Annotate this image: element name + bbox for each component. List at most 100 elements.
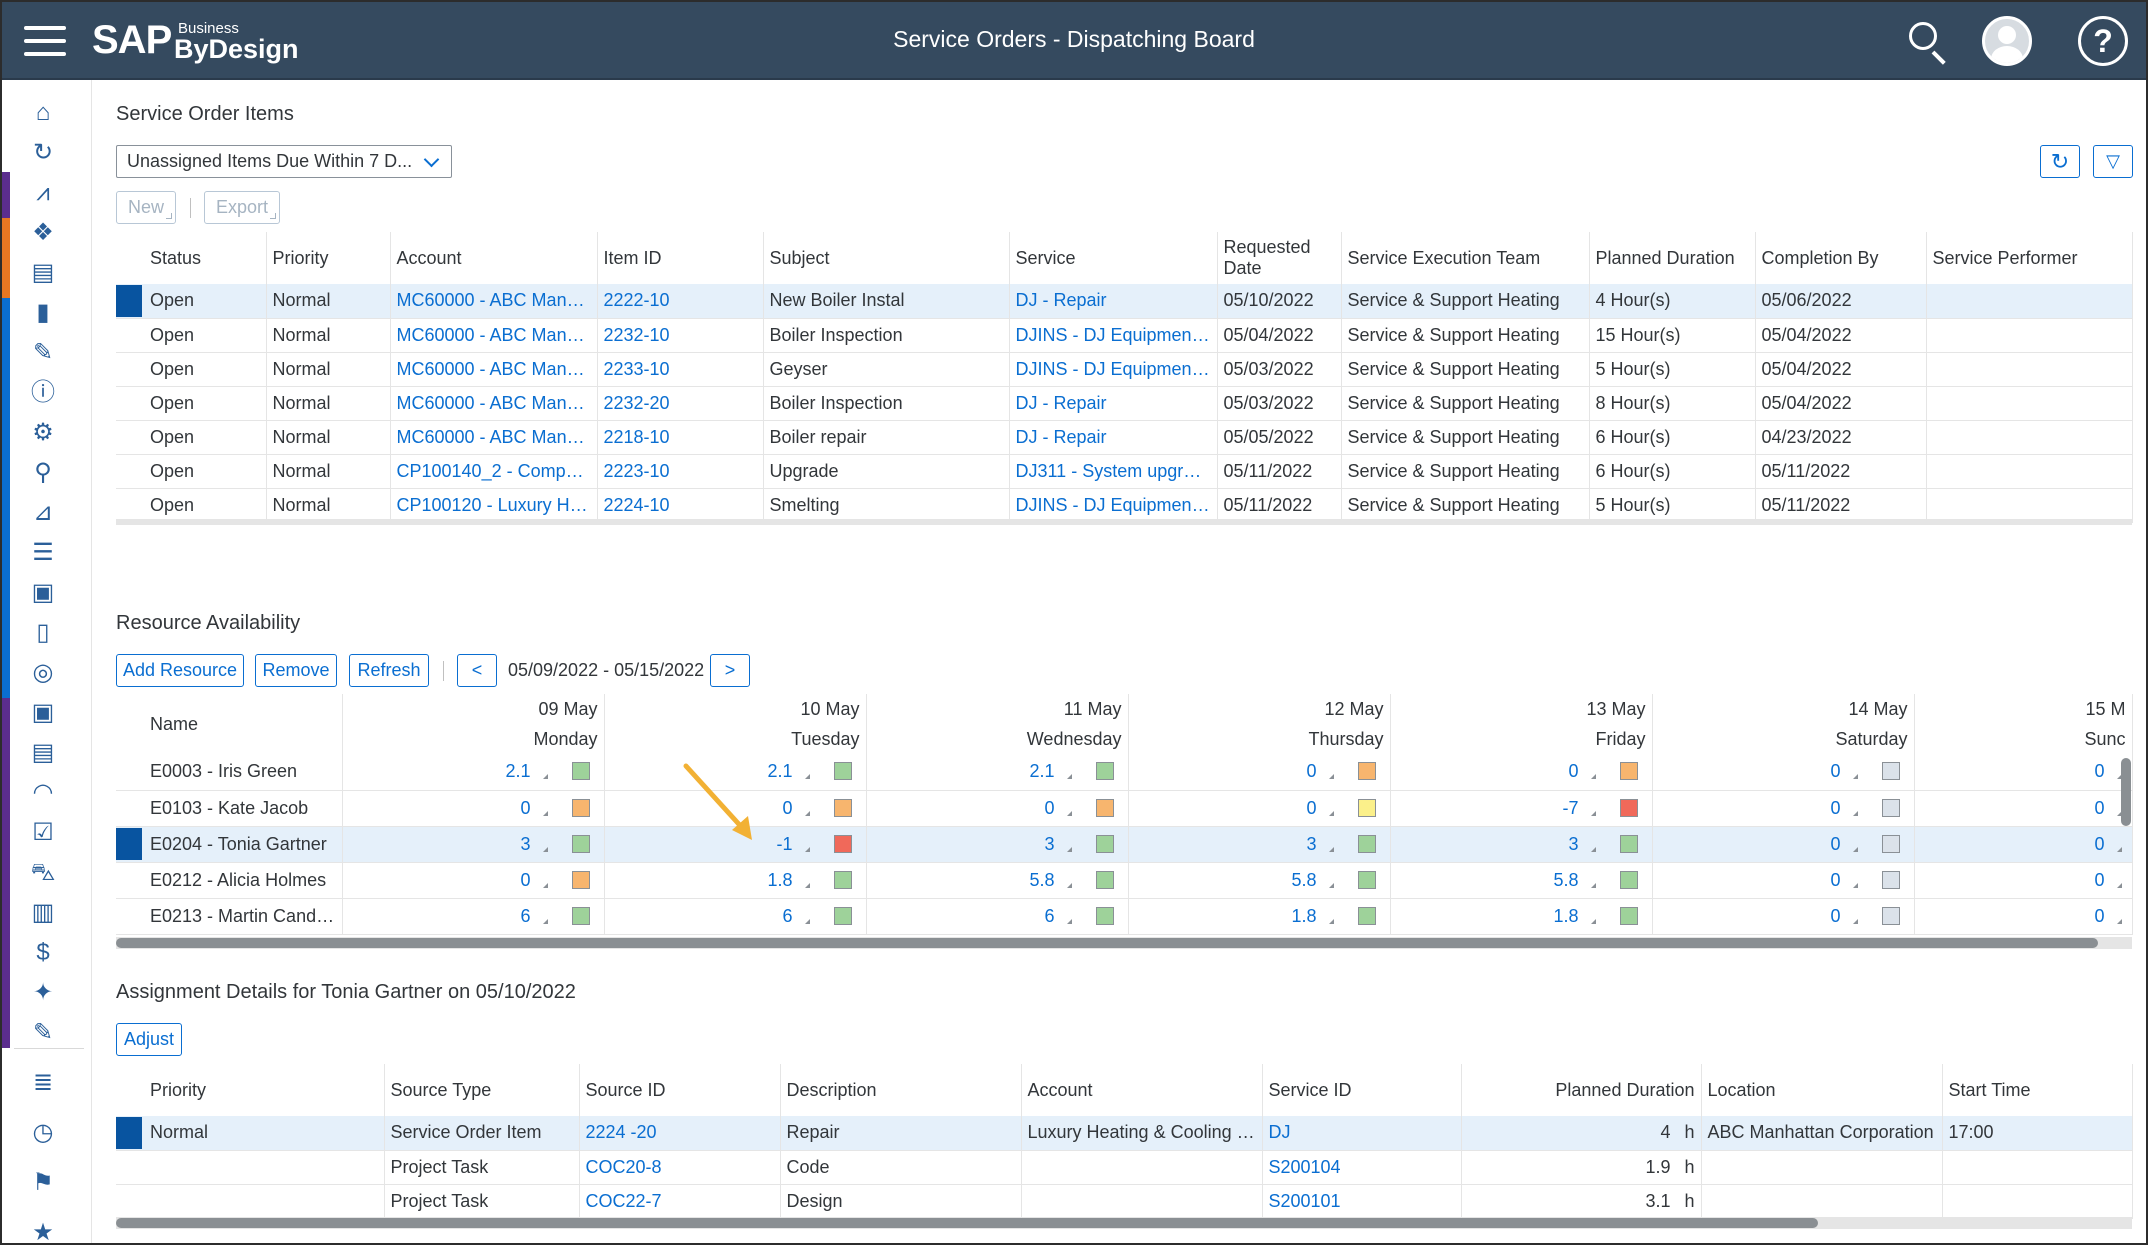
column-header[interactable]: Priority xyxy=(266,232,391,284)
availability-cell[interactable]: 0 xyxy=(1128,790,1391,827)
availability-value[interactable]: 0 xyxy=(1830,869,1841,890)
filter-icon[interactable]: ▽ xyxy=(2093,145,2133,178)
column-header[interactable]: Account xyxy=(390,232,598,284)
availability-value[interactable]: 0 xyxy=(1830,833,1841,854)
megaphone-icon[interactable]: ⊿ xyxy=(32,499,54,526)
value-help-icon[interactable] xyxy=(542,810,548,816)
value-help-icon[interactable] xyxy=(1328,774,1334,780)
row-selector[interactable] xyxy=(116,790,144,827)
availability-value[interactable]: 0 xyxy=(2094,761,2105,782)
value-help-icon[interactable] xyxy=(1328,882,1334,888)
value-help-icon[interactable] xyxy=(1852,882,1858,888)
availability-value[interactable]: 0 xyxy=(2094,797,2105,818)
clipboard-icon[interactable]: ▤ xyxy=(31,739,55,766)
cell-service[interactable]: DJ - Repair xyxy=(1009,284,1218,319)
cell-account[interactable]: CP100120 - Luxury He... xyxy=(390,488,598,523)
cell-service-id[interactable]: S200104 xyxy=(1262,1150,1462,1185)
availability-value[interactable]: 0 xyxy=(2094,869,2105,890)
cell-item-id[interactable]: 2222-10 xyxy=(597,284,764,319)
table-row[interactable]: Open Normal CP100140_2 - Comput... 2223-10 U… xyxy=(116,454,2133,489)
cell-service[interactable]: DJ - Repair xyxy=(1009,386,1218,421)
availability-value[interactable]: 5.8 xyxy=(1553,869,1579,890)
flag-icon[interactable]: ⚑ xyxy=(32,1169,54,1196)
value-help-icon[interactable] xyxy=(1590,774,1596,780)
availability-value[interactable]: -7 xyxy=(1562,797,1579,818)
cell-source-id[interactable]: COC20-8 xyxy=(579,1150,781,1185)
availability-cell[interactable]: 3 xyxy=(866,826,1129,863)
add-resource-button[interactable]: Add Resource xyxy=(116,654,244,687)
availability-cell[interactable]: 6 xyxy=(866,898,1129,935)
resource-row[interactable]: E0003 - Iris Green 2.1 2.1 2.1 0 0 0 0 xyxy=(116,754,2133,791)
availability-value[interactable]: 3 xyxy=(520,833,531,854)
money-icon[interactable]: $ xyxy=(36,939,50,966)
value-help-icon[interactable] xyxy=(2116,846,2122,852)
availability-value[interactable]: 0 xyxy=(2094,905,2105,926)
availability-cell[interactable]: 2.1 xyxy=(866,754,1129,791)
cell-service[interactable]: DJ - Repair xyxy=(1009,420,1218,455)
car-icon[interactable]: ⛍ xyxy=(30,859,56,886)
availability-cell[interactable]: 1.8 xyxy=(1128,898,1391,935)
column-header[interactable]: Service ID xyxy=(1262,1064,1462,1116)
availability-value[interactable]: 3 xyxy=(1568,833,1579,854)
document-icon[interactable]: ▯ xyxy=(36,619,50,646)
cell-item-id[interactable]: 2224-10 xyxy=(597,488,764,523)
availability-value[interactable]: 6 xyxy=(782,905,793,926)
availability-cell[interactable]: 3 xyxy=(342,826,605,863)
value-help-icon[interactable] xyxy=(542,774,548,780)
assignment-horizontal-scrollbar[interactable] xyxy=(116,1218,1818,1228)
column-header[interactable]: Planned Duration xyxy=(1461,1064,1702,1116)
row-selector[interactable] xyxy=(116,454,144,489)
refresh-button[interactable]: Refresh xyxy=(349,654,429,687)
table-row[interactable]: Open Normal CP100120 - Luxury He... 2224-10… xyxy=(116,488,2133,523)
value-help-icon[interactable] xyxy=(2116,882,2122,888)
cell-source-id[interactable]: COC22-7 xyxy=(579,1184,781,1219)
value-help-icon[interactable] xyxy=(1328,810,1334,816)
analytics-icon[interactable]: ❖ xyxy=(32,219,54,246)
table-row[interactable]: Open Normal MC60000 - ABC Manh... 2232-10 Bo… xyxy=(116,318,2133,353)
home-icon[interactable]: ⌂ xyxy=(35,99,51,126)
chart-icon[interactable]: ⩘ xyxy=(36,179,50,206)
resource-vertical-scrollbar[interactable] xyxy=(2121,758,2131,826)
availability-value[interactable]: 0 xyxy=(1830,761,1841,782)
availability-value[interactable]: 2.1 xyxy=(1029,761,1055,782)
availability-cell[interactable]: 5.8 xyxy=(1128,862,1391,899)
contact-doc-icon[interactable]: ▣ xyxy=(31,699,55,726)
new-button[interactable]: New xyxy=(116,191,176,224)
query-selector[interactable]: Unassigned Items Due Within 7 D... xyxy=(116,145,452,178)
availability-cell[interactable]: 1.8 xyxy=(604,862,867,899)
value-help-icon[interactable] xyxy=(1852,846,1858,852)
availability-value[interactable]: 6 xyxy=(520,905,531,926)
value-help-icon[interactable] xyxy=(1066,810,1072,816)
cell-item-id[interactable]: 2218-10 xyxy=(597,420,764,455)
availability-value[interactable]: 1.8 xyxy=(767,869,793,890)
column-header[interactable]: Start Time xyxy=(1942,1064,2133,1116)
cell-source-id[interactable]: 2224 -20 xyxy=(579,1116,781,1151)
availability-value[interactable]: 0 xyxy=(782,797,793,818)
availability-cell[interactable]: 0 xyxy=(342,862,605,899)
value-help-icon[interactable] xyxy=(1590,846,1596,852)
column-header[interactable]: Priority xyxy=(144,1064,385,1116)
resource-row[interactable]: E0204 - Tonia Gartner 3 -1 3 3 3 0 0 xyxy=(116,826,2133,863)
contact-card-icon[interactable]: ▣ xyxy=(31,579,55,606)
availability-cell[interactable]: -1 xyxy=(604,826,867,863)
availability-value[interactable]: 0 xyxy=(1568,761,1579,782)
cell-item-id[interactable]: 2233-10 xyxy=(597,352,764,387)
edit-doc-icon[interactable]: ✎ xyxy=(32,1019,54,1046)
cell-item-id[interactable]: 2223-10 xyxy=(597,454,764,489)
row-selector[interactable] xyxy=(116,284,144,319)
resource-horizontal-scrollbar[interactable] xyxy=(116,938,2098,948)
row-selector[interactable] xyxy=(116,386,144,421)
gears-icon[interactable]: ⚙ xyxy=(32,419,54,446)
value-help-icon[interactable] xyxy=(2116,774,2122,780)
handshake-icon[interactable]: ✦ xyxy=(32,979,54,1006)
value-help-icon[interactable] xyxy=(1852,774,1858,780)
org-chart-icon[interactable]: ⚲ xyxy=(34,459,52,486)
cell-service[interactable]: DJINS - DJ Equipment ... xyxy=(1009,488,1218,523)
checklist-icon[interactable]: ☑ xyxy=(32,819,54,846)
resource-row[interactable]: E0212 - Alicia Holmes 0 1.8 5.8 5.8 5.8 0 0 xyxy=(116,862,2133,899)
previous-week-button[interactable]: < xyxy=(457,654,497,687)
headset-icon[interactable]: ◠ xyxy=(32,779,54,806)
table-row[interactable]: Open Normal MC60000 - ABC Manh... 2232-20 Bo… xyxy=(116,386,2133,421)
availability-cell[interactable]: 0 xyxy=(1914,754,2133,791)
menu-icon[interactable] xyxy=(24,26,66,56)
